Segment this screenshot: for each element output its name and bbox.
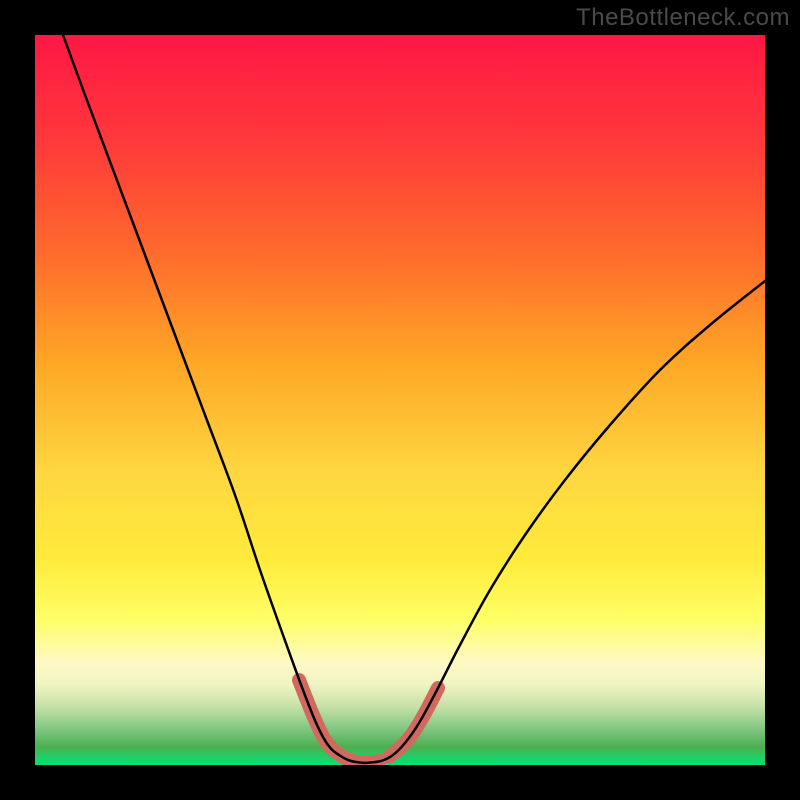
watermark-text: TheBottleneck.com (576, 4, 790, 32)
plot-area (35, 35, 765, 765)
curve-layer (35, 35, 765, 765)
highlight-marker (299, 680, 379, 763)
highlight-marker (389, 688, 438, 757)
bottleneck-curve-right (365, 281, 765, 763)
bottleneck-curve-left (63, 35, 365, 763)
marker-group (299, 680, 438, 763)
